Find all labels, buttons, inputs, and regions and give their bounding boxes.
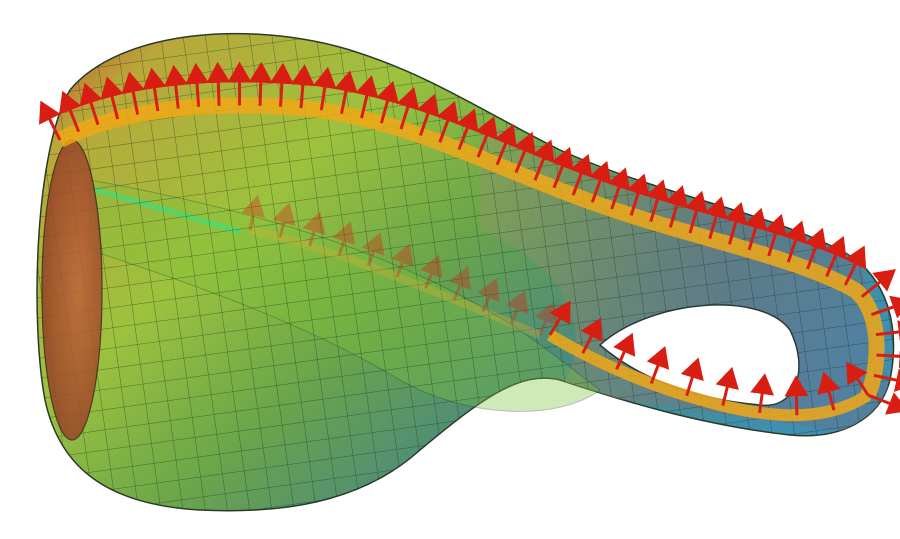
normal-arrow [420, 254, 443, 289]
normal-arrow [163, 64, 188, 109]
normal-arrow [607, 167, 631, 210]
orange-band [546, 329, 872, 422]
normal-arrow [416, 93, 440, 136]
normal-arrow [532, 139, 555, 181]
normal-arrows [39, 61, 900, 416]
normal-arrow [241, 194, 265, 231]
normal-arrow [817, 371, 841, 411]
normal-arrow [355, 75, 379, 119]
normal-arrow [867, 392, 900, 415]
normal-arrow [724, 201, 748, 245]
normal-arrow [334, 70, 358, 115]
normal-arrow [269, 62, 294, 107]
normal-arrow [873, 368, 900, 392]
normal-arrow [248, 61, 273, 106]
normal-arrow [142, 67, 167, 112]
normal-arrow [375, 80, 400, 124]
normal-arrow [100, 76, 124, 120]
normal-arrow [59, 90, 82, 133]
normal-arrow [824, 235, 847, 278]
normal-arrow [456, 108, 479, 151]
normal-arrow [206, 61, 231, 106]
normal-arrow [860, 269, 896, 298]
normal-arrow [302, 211, 326, 247]
normal-arrow [876, 344, 900, 369]
normal-arrow [704, 196, 728, 240]
normal-arrow [875, 320, 900, 344]
normal-arrow [272, 202, 296, 238]
normal-arrow [39, 100, 62, 141]
normal-arrow [534, 301, 557, 336]
normal-arrow [804, 227, 827, 270]
normal-arrow [843, 245, 867, 286]
normal-arrow [79, 82, 103, 126]
normal-arrow [290, 64, 315, 109]
normal-arrow [870, 295, 900, 319]
orange-band-faint [249, 226, 542, 339]
normal-arrow [548, 300, 571, 336]
normal-arrow [569, 154, 593, 196]
normal-arrow [784, 220, 807, 263]
normal-arrow [784, 375, 809, 416]
normal-arrow [750, 373, 775, 414]
normal-arrow [551, 146, 574, 189]
normal-arrow [646, 346, 670, 385]
normal-arrow [588, 160, 612, 203]
normal-arrow [494, 124, 517, 166]
normal-arrow [846, 361, 870, 396]
normal-arrow [362, 232, 385, 267]
normal-arrow [665, 185, 689, 228]
normal-arrow [744, 207, 768, 251]
normal-arrow [121, 71, 145, 115]
normal-arrow [312, 66, 337, 111]
normal-arrow [506, 289, 529, 324]
normal-arrow [185, 62, 210, 107]
normal-arrow [684, 190, 708, 234]
normal-arrow [436, 101, 459, 143]
normal-arrow [513, 131, 536, 174]
normal-arrow [715, 366, 739, 407]
normal-arrow [580, 317, 603, 354]
normal-arrow [396, 87, 420, 130]
normal-arrow [613, 332, 636, 370]
normal-arrow [764, 213, 788, 257]
orange-band [56, 97, 885, 398]
normal-arrow [626, 173, 650, 216]
normal-arrow [391, 243, 414, 278]
bottle-mouth [41, 139, 103, 441]
normal-arrow [332, 221, 356, 257]
normal-arrow [448, 266, 472, 301]
normal-arrow [680, 357, 704, 397]
normal-arrow [477, 278, 500, 313]
normal-arrow [475, 116, 498, 158]
normal-arrow [645, 179, 669, 222]
